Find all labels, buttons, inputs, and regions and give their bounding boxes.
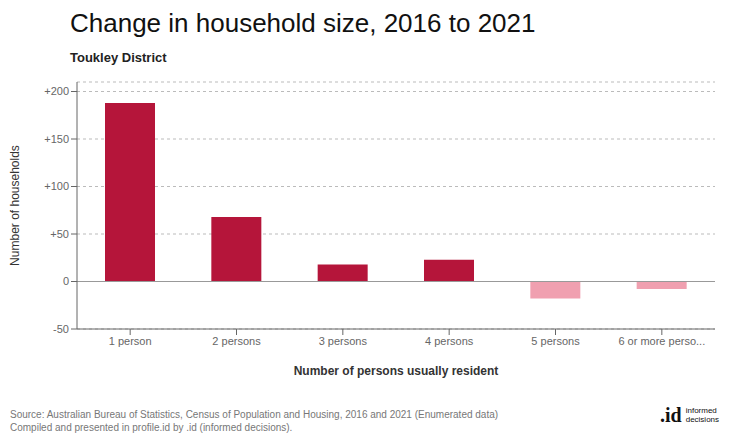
svg-text:5 persons: 5 persons bbox=[531, 335, 580, 347]
html-text:Change in household size, 2016: Change in household size, 2016 to 2021 bbox=[70, 8, 536, 38]
svg-text:0: 0 bbox=[63, 275, 69, 287]
html-text:.id: .id bbox=[660, 404, 682, 426]
svg-text:2 persons: 2 persons bbox=[212, 335, 261, 347]
svg-text:+200: +200 bbox=[44, 85, 69, 97]
svg-text:+100: +100 bbox=[44, 180, 69, 192]
svg-text:4 persons: 4 persons bbox=[425, 335, 474, 347]
svg-text:6 or more perso...: 6 or more perso... bbox=[618, 335, 705, 347]
svg-text:Number of persons usually resi: Number of persons usually resident bbox=[294, 364, 499, 378]
svg-text:1 person: 1 person bbox=[109, 335, 152, 347]
html-text:informed: informed bbox=[685, 406, 717, 415]
html-text:Source: Australian Bureau of S: Source: Australian Bureau of Statistics,… bbox=[10, 409, 499, 420]
html-text:decisions: decisions bbox=[685, 415, 719, 424]
html-text:Compiled and presented in prof: Compiled and presented in profile.id by … bbox=[10, 422, 293, 433]
svg-text:+150: +150 bbox=[44, 133, 69, 145]
svg-text:3 persons: 3 persons bbox=[319, 335, 368, 347]
html-text:Toukley District: Toukley District bbox=[70, 50, 167, 65]
svg-text:Number of households: Number of households bbox=[8, 145, 22, 266]
svg-text:+50: +50 bbox=[50, 228, 69, 240]
svg-text:-50: -50 bbox=[53, 323, 69, 335]
